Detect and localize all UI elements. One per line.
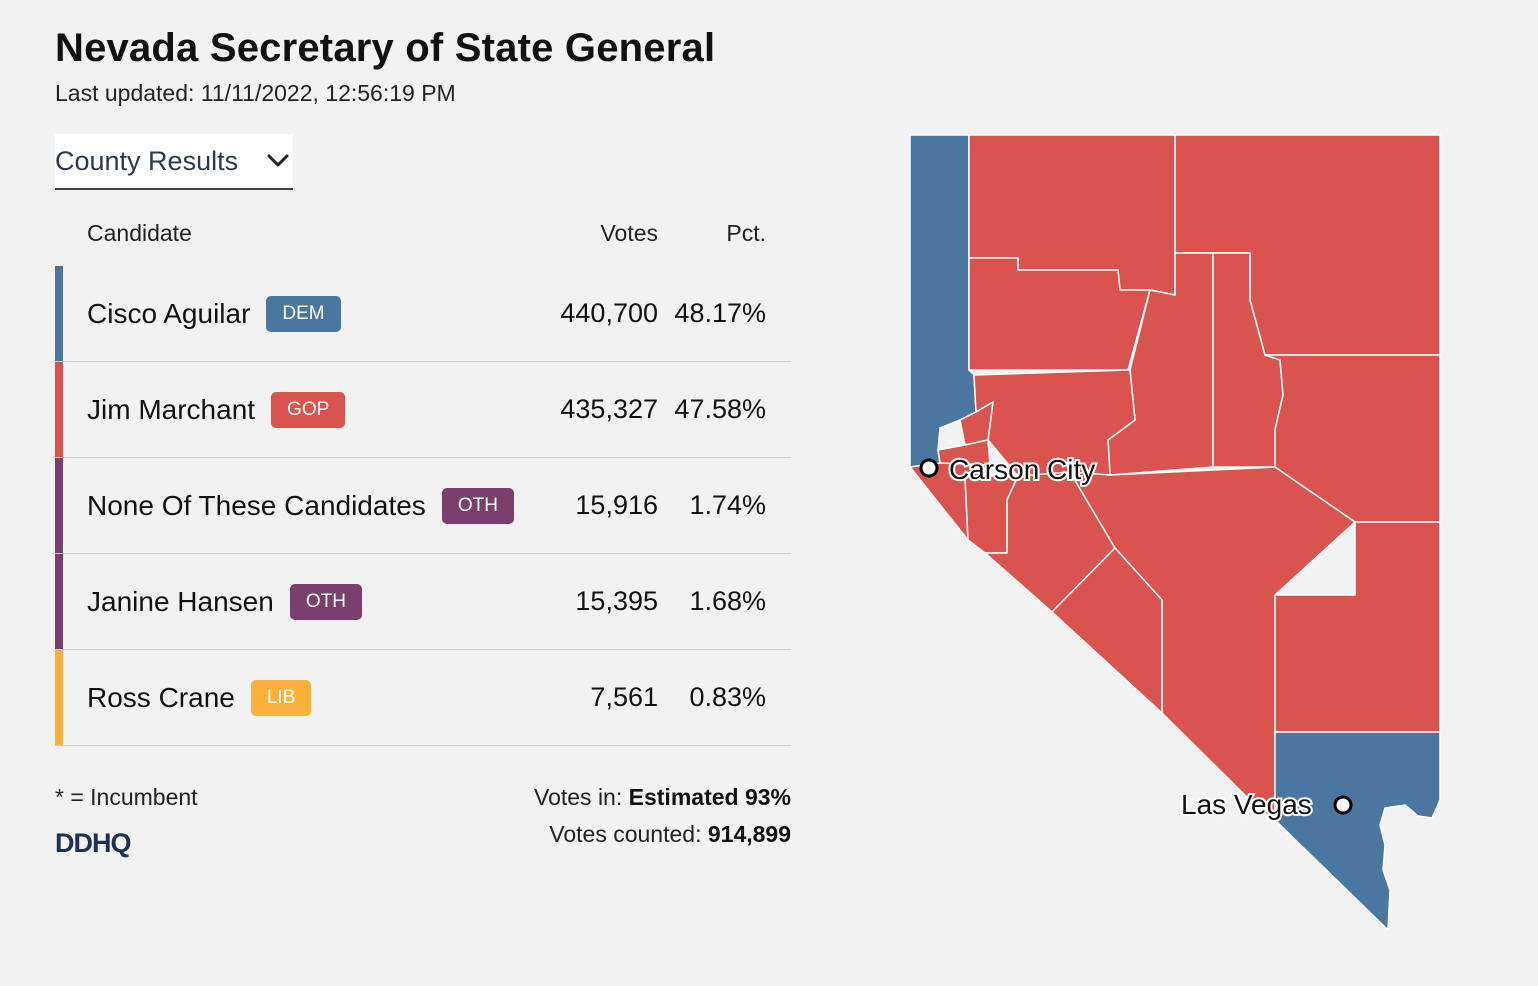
pct-cell: 0.83%	[689, 682, 766, 712]
las-vegas-marker	[1333, 795, 1353, 815]
party-color-bar	[55, 362, 63, 457]
last-updated-label: Last updated:	[55, 80, 195, 106]
header-candidate: Candidate	[87, 220, 192, 246]
party-badge: DEM	[266, 295, 341, 332]
votes-cell: 7,561	[590, 682, 658, 712]
results-table: Candidate Votes Pct. Cisco Aguilar DEM 440…	[55, 214, 791, 746]
dropdown-selected-label: County Results	[55, 145, 239, 176]
table-row: Ross Crane LIB 7,561 0.83%	[55, 650, 791, 746]
party-color-bar	[55, 458, 63, 553]
candidate-name: Ross Crane	[87, 681, 235, 713]
candidate-cell: Cisco Aguilar DEM	[87, 266, 341, 361]
party-badge: GOP	[271, 391, 346, 428]
pct-cell: 1.74%	[689, 490, 766, 520]
votes-counted: Votes counted: 914,899	[549, 821, 791, 848]
candidate-cell: Ross Crane LIB	[87, 650, 312, 745]
votes-cell: 15,916	[575, 490, 658, 520]
party-color-bar	[55, 650, 63, 745]
votes-counted-label: Votes counted:	[549, 821, 702, 847]
votes-cell: 15,395	[575, 586, 658, 616]
ddhq-logo: DDHQ	[55, 828, 131, 858]
nevada-county-map: Carson City Las Vegas	[909, 134, 1441, 931]
carson-city-label: Carson City	[949, 454, 1095, 485]
county-storey[interactable]	[959, 401, 994, 446]
header-pct: Pct.	[726, 220, 766, 246]
pct-cell: 1.68%	[689, 586, 766, 616]
pct-cell: 48.17%	[674, 298, 766, 328]
table-body: Cisco Aguilar DEM 440,700 48.17% Jim Marchan…	[55, 266, 791, 746]
carson-city-marker	[919, 458, 939, 478]
candidate-cell: Jim Marchant GOP	[87, 362, 346, 457]
votes-in-value: Estimated 93%	[628, 784, 791, 810]
candidate-cell: Janine Hansen OTH	[87, 554, 362, 649]
county-esmeralda[interactable]	[1051, 547, 1163, 714]
candidate-cell: None Of These Candidates OTH	[87, 458, 514, 553]
party-color-bar	[55, 266, 63, 361]
candidate-name: Cisco Aguilar	[87, 297, 251, 329]
party-color-bar	[55, 554, 63, 649]
county-pershing[interactable]	[968, 257, 1151, 371]
county-clark[interactable]	[1274, 731, 1441, 931]
table-row: Janine Hansen OTH 15,395 1.68%	[55, 554, 791, 650]
county-carson-city[interactable]	[937, 439, 991, 466]
results-dropdown[interactable]: County Results	[55, 134, 293, 190]
chevron-down-icon	[267, 154, 289, 168]
votes-in: Votes in: Estimated 93%	[534, 784, 791, 811]
table-row: None Of These Candidates OTH 15,916 1.74%	[55, 458, 791, 554]
candidate-name: Janine Hansen	[87, 585, 274, 617]
last-updated: Last updated: 11/11/2022, 12:56:19 PM	[55, 80, 456, 107]
party-badge: LIB	[250, 679, 312, 716]
last-updated-value: 11/11/2022, 12:56:19 PM	[200, 80, 456, 106]
party-badge: OTH	[441, 487, 514, 524]
table-row: Cisco Aguilar DEM 440,700 48.17%	[55, 266, 791, 362]
votes-cell: 440,700	[560, 298, 658, 328]
votes-cell: 435,327	[560, 394, 658, 424]
page-title: Nevada Secretary of State General	[55, 26, 716, 70]
pct-cell: 47.58%	[674, 394, 766, 424]
incumbent-note: * = Incumbent	[55, 784, 198, 810]
las-vegas-label: Las Vegas	[1181, 789, 1312, 820]
party-badge: OTH	[289, 583, 362, 620]
candidate-name: None Of These Candidates	[87, 489, 426, 521]
votes-counted-value: 914,899	[707, 821, 791, 847]
table-row: Jim Marchant GOP 435,327 47.58%	[55, 362, 791, 458]
table-header: Candidate Votes Pct.	[55, 214, 791, 266]
header-votes: Votes	[600, 220, 658, 246]
votes-in-label: Votes in:	[534, 784, 623, 810]
candidate-name: Jim Marchant	[87, 393, 256, 425]
